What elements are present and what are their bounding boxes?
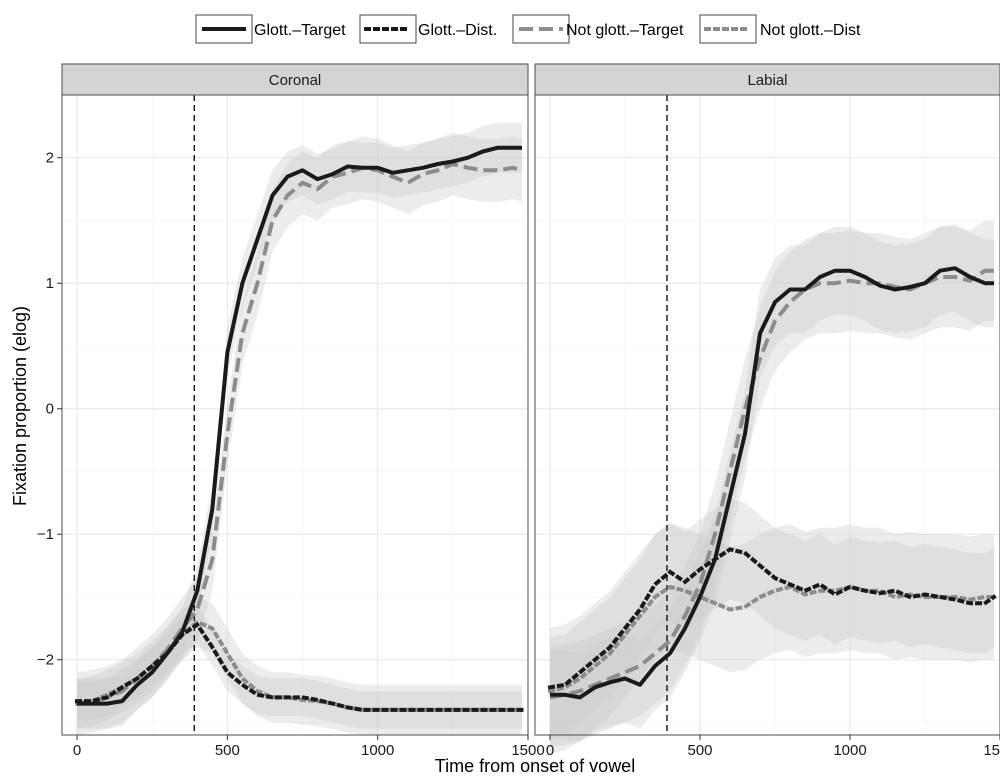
legend-label: Not glott.–Dist	[760, 22, 861, 39]
plot-background	[535, 95, 1000, 735]
x-tick-label: 1000	[833, 742, 866, 759]
plot-background	[62, 95, 528, 735]
series-lines	[74, 145, 524, 712]
legend-label: Glott.–Target	[254, 22, 346, 39]
x-tick-label: 0	[546, 742, 554, 759]
series-line-3	[547, 584, 996, 694]
y-tick-label: −2	[37, 652, 54, 669]
x-tick-label: 1500	[511, 742, 544, 759]
ribbon-1	[550, 499, 994, 738]
panel-coronal: Coronal 0 500 1000 1500 −2 −1 0 1 2	[37, 63, 545, 759]
x-tick-label: 500	[687, 742, 712, 759]
gridlines	[535, 94, 1000, 735]
series-line-1	[75, 622, 524, 712]
x-axis-title: Time from onset of vowel	[435, 756, 635, 776]
panel-border	[534, 94, 1000, 736]
ribbon-2	[550, 220, 994, 748]
ribbon-2	[77, 132, 522, 736]
series-line-0	[77, 145, 522, 706]
panel-border	[61, 94, 529, 736]
strip-background	[61, 63, 529, 96]
strip-title: Labial	[747, 72, 787, 89]
y-tick-label: 0	[46, 401, 54, 418]
ribbon-1	[77, 605, 522, 729]
series-line-1	[547, 547, 997, 690]
series-line-0	[550, 266, 994, 700]
y-tick-label: −1	[37, 526, 54, 543]
x-tick-label: 1500	[983, 742, 1000, 759]
strip-title: Coronal	[269, 72, 322, 89]
panel-labial: Labial 0 500 1000 1500	[534, 63, 1000, 759]
legend-label: Not glott.–Target	[566, 22, 684, 39]
x-tick-label: 1000	[361, 742, 394, 759]
strip-background	[534, 63, 1000, 96]
gridlines	[62, 94, 529, 735]
panels: Coronal 0 500 1000 1500 −2 −1 0 1 2 Labial 0 500 1000…	[37, 63, 1000, 759]
x-tick-label: 0	[73, 742, 81, 759]
y-tick-label: 1	[46, 275, 54, 292]
x-tick-label: 500	[215, 742, 240, 759]
series-lines	[547, 266, 997, 700]
y-tick-label: 2	[46, 150, 54, 167]
legend: Glott.–Target Glott.–Dist. Not glott.–Targ…	[195, 14, 861, 44]
legend-label: Glott.–Dist.	[418, 22, 497, 39]
y-axis-title: Fixation proportion (elog)	[10, 306, 30, 506]
